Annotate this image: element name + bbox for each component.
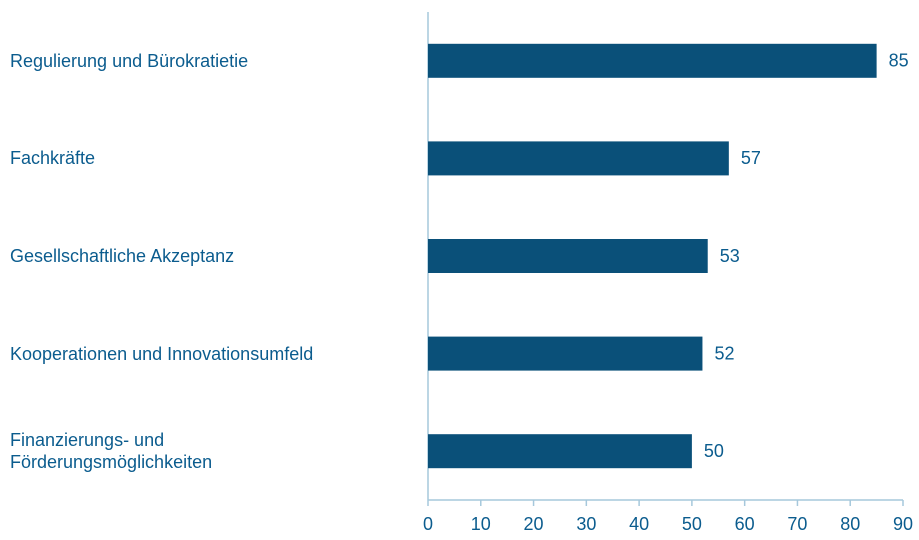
- x-tick-label: 10: [471, 514, 491, 534]
- category-label: Finanzierungs- und Förderungsmöglichkeit…: [10, 430, 213, 473]
- value-label: 50: [704, 441, 724, 461]
- bar: [428, 239, 708, 273]
- category-label: Regulierung und Bürokratietie: [10, 50, 249, 71]
- x-tick-label: 70: [787, 514, 807, 534]
- value-label: 53: [720, 246, 740, 266]
- value-label: 85: [889, 51, 909, 71]
- bar: [428, 43, 877, 78]
- x-tick-label: 50: [682, 514, 702, 534]
- x-tick-label: 90: [893, 514, 913, 534]
- value-label: 52: [714, 343, 734, 363]
- category-label: Kooperationen und Innovationsumfeld: [10, 343, 314, 364]
- category-label: Fachkräfte: [10, 148, 96, 169]
- bar: [428, 141, 729, 176]
- bar: [428, 434, 692, 469]
- x-tick-label: 80: [840, 514, 860, 534]
- x-tick-label: 0: [423, 514, 433, 534]
- bar: [428, 336, 703, 371]
- x-tick-label: 20: [524, 514, 544, 534]
- value-label: 57: [741, 148, 761, 168]
- category-label: Gesellschaftliche Akzeptanz: [10, 246, 235, 266]
- x-tick-label: 40: [629, 514, 649, 534]
- x-tick-label: 30: [576, 514, 596, 534]
- x-tick-label: 60: [735, 514, 755, 534]
